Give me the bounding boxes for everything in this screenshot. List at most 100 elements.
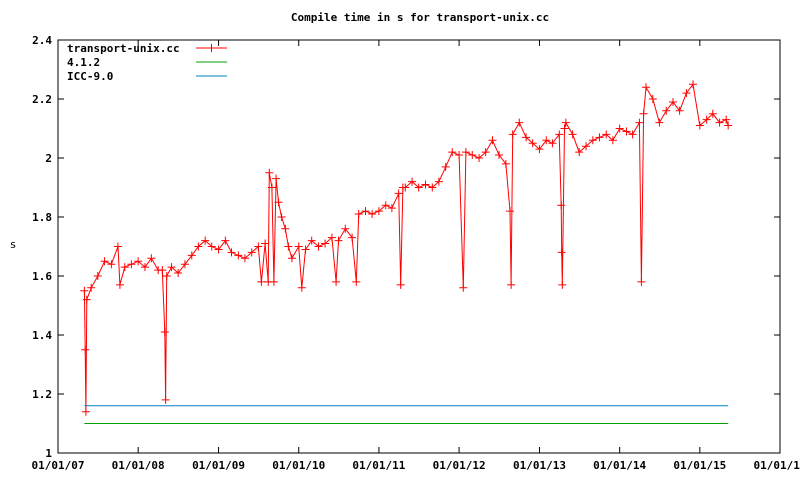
chart-title: Compile time in s for transport-unix.cc [291, 11, 549, 24]
data-point [381, 201, 390, 210]
data-point [508, 130, 517, 139]
data-point [495, 151, 504, 160]
data-point [194, 242, 203, 251]
data-point [115, 280, 124, 289]
data-point [560, 124, 569, 133]
y-axis-label: s [10, 238, 17, 251]
data-point [247, 248, 256, 257]
data-point [180, 260, 189, 269]
data-point [408, 177, 417, 186]
y-tick-label: 1.2 [32, 388, 52, 401]
data-point [87, 283, 96, 292]
y-tick-label: 1.4 [32, 329, 52, 342]
data-point [327, 233, 336, 242]
data-point [265, 168, 274, 177]
data-point [352, 277, 361, 286]
data-point [394, 189, 403, 198]
data-point [160, 328, 169, 337]
legend-marker [207, 44, 216, 52]
data-point [507, 280, 516, 289]
x-tick-label: 01/01/12 [433, 459, 486, 472]
data-point [615, 124, 624, 133]
x-tick-label: 01/01/13 [513, 459, 566, 472]
data-point [147, 254, 156, 263]
data-point [281, 224, 290, 233]
data-point [227, 248, 236, 257]
data-point [548, 139, 557, 148]
data-point [428, 183, 437, 192]
y-tick-label: 2.4 [32, 34, 52, 47]
data-point [269, 277, 278, 286]
data-point [240, 254, 249, 263]
data-point [321, 239, 330, 248]
y-tick-label: 2.2 [32, 93, 52, 106]
data-point [414, 183, 423, 192]
data-point [575, 148, 584, 157]
data-point [93, 272, 102, 280]
data-point [187, 251, 196, 260]
data-point [158, 266, 167, 275]
data-point [261, 239, 270, 248]
data-point [107, 260, 116, 269]
x-tick-label: 01/01/07 [32, 459, 85, 472]
data-point [528, 139, 537, 148]
legend-label: transport-unix.cc [67, 42, 180, 55]
data-point [722, 115, 731, 124]
data-point [542, 136, 551, 145]
data-point [481, 148, 490, 157]
data-point [639, 109, 648, 118]
y-tick-label: 1 [45, 447, 52, 460]
data-point [140, 263, 149, 272]
data-point [708, 109, 717, 118]
data-point [81, 345, 90, 354]
data-point [100, 257, 109, 266]
data-point [368, 210, 377, 219]
data-point [669, 97, 678, 106]
data-point [254, 242, 263, 251]
data-point [655, 118, 664, 127]
data-point [682, 89, 691, 98]
data-point [284, 242, 293, 251]
data-point [80, 286, 89, 295]
data-point [120, 263, 129, 272]
data-point [515, 118, 524, 127]
data-point [622, 127, 631, 136]
data-point [272, 174, 281, 183]
data-point [557, 248, 566, 257]
legend-label: 4.1.2 [67, 56, 100, 69]
data-point [127, 260, 136, 269]
y-tick-label: 2 [45, 152, 52, 165]
data-point [506, 207, 515, 216]
data-point [348, 233, 357, 242]
data-point [642, 83, 651, 92]
data-point [387, 204, 396, 213]
data-point [602, 130, 611, 139]
data-point [568, 130, 577, 139]
data-point [257, 277, 266, 286]
data-point [214, 245, 223, 254]
data-point [207, 242, 216, 251]
data-point [702, 115, 711, 124]
data-point [555, 130, 564, 139]
data-point [715, 118, 724, 127]
data-point [267, 183, 276, 192]
data-point [134, 257, 143, 266]
data-point [81, 407, 90, 416]
legend-label: ICC-9.0 [67, 70, 113, 83]
data-point [221, 236, 230, 245]
data-point [167, 263, 176, 272]
data-point [724, 121, 733, 130]
data-point [595, 133, 604, 142]
data-point [558, 280, 567, 289]
x-tick-label: 01/01/15 [673, 459, 726, 472]
x-tick-label: 01/01/09 [192, 459, 245, 472]
data-point [307, 236, 316, 245]
data-point [468, 151, 477, 160]
data-point [301, 245, 310, 254]
data-point [277, 213, 286, 221]
data-point [635, 118, 644, 127]
data-point [459, 283, 468, 292]
data-point [501, 159, 510, 168]
data-point [561, 118, 570, 127]
